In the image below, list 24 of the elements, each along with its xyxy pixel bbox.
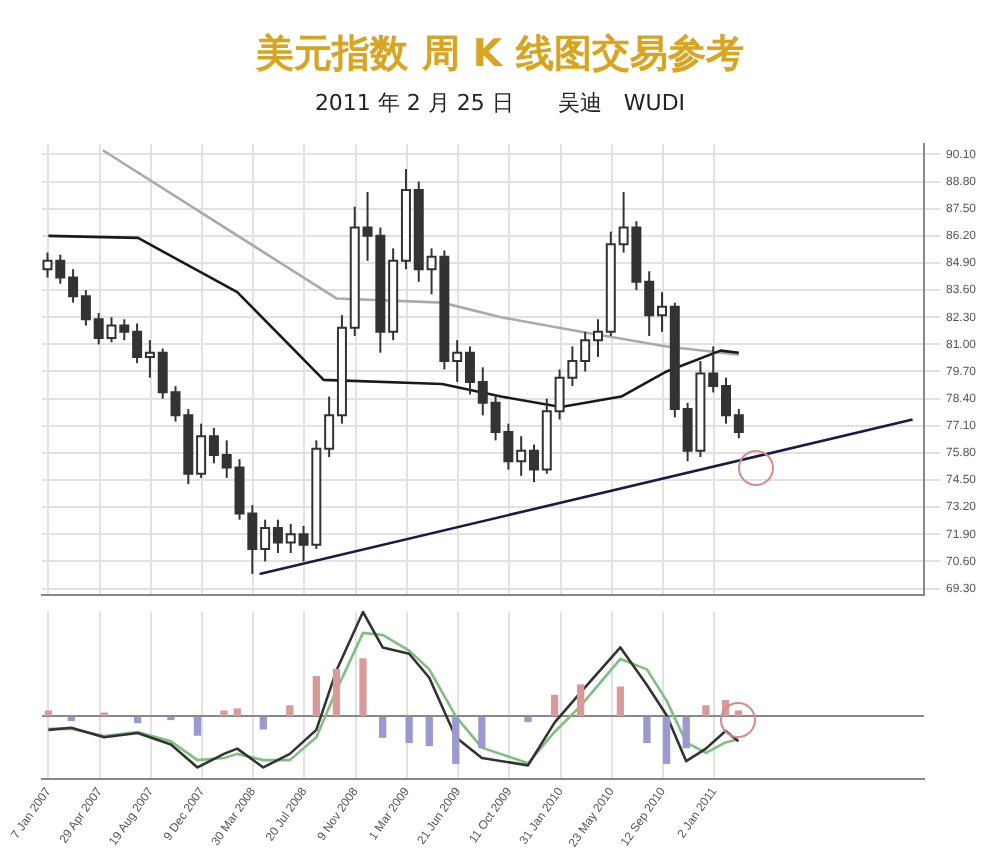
bar [682, 716, 690, 749]
bar [312, 676, 320, 716]
bar [452, 716, 460, 764]
bar [44, 710, 53, 716]
bar [734, 710, 743, 716]
bar [524, 716, 532, 723]
chart-subtitle: 2011 年 2 月 25 日 吴迪 WUDI [312, 88, 688, 118]
bar [286, 705, 294, 716]
bar [233, 708, 241, 716]
bar [616, 686, 625, 716]
bar [478, 716, 486, 749]
bar [576, 684, 585, 716]
bar [662, 716, 671, 764]
bar [702, 705, 710, 716]
bar [378, 716, 387, 738]
chart-title: 美元指数 周 K 线图交易参考 [253, 30, 746, 80]
bar [220, 710, 228, 716]
bar [193, 716, 202, 736]
bar [359, 658, 367, 716]
bar [405, 716, 413, 744]
bar [332, 668, 341, 716]
bar [550, 694, 559, 716]
bar [643, 716, 651, 744]
bar [425, 716, 433, 747]
